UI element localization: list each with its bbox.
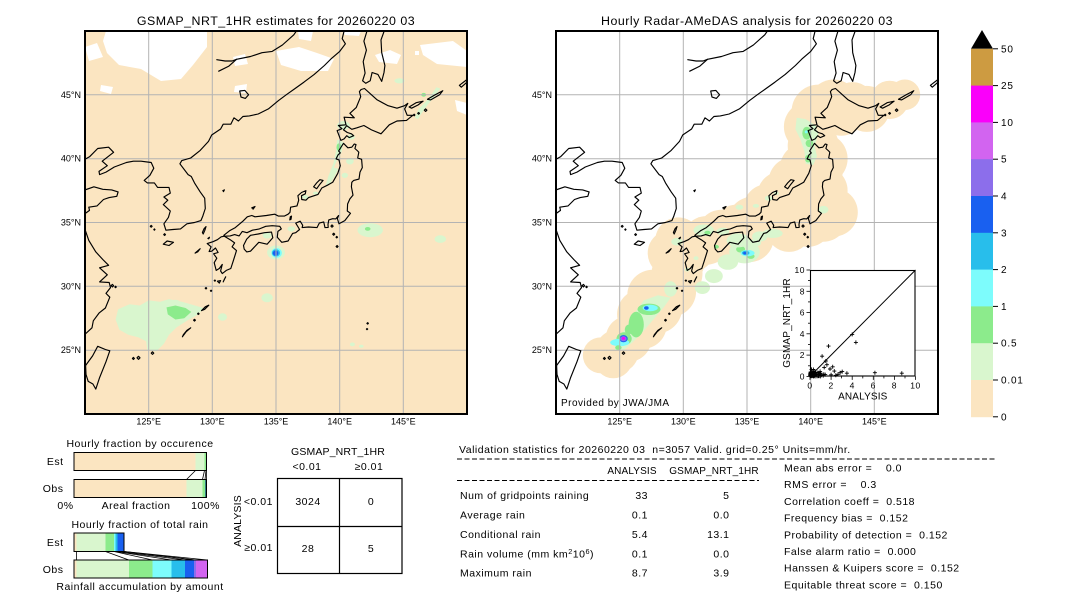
- svg-text:8: 8: [800, 286, 805, 296]
- svg-text:3.9: 3.9: [713, 568, 729, 580]
- svg-text:100%: 100%: [191, 500, 220, 512]
- svg-text:45°N: 45°N: [532, 90, 552, 100]
- svg-text:4: 4: [1001, 192, 1007, 203]
- svg-text:125°E: 125°E: [136, 417, 161, 427]
- svg-text:45°N: 45°N: [61, 90, 81, 100]
- svg-text:140°E: 140°E: [327, 417, 352, 427]
- svg-text:6: 6: [871, 380, 876, 390]
- svg-text:RMS error = 0.3: RMS error = 0.3: [784, 479, 877, 491]
- svg-text:0.0: 0.0: [713, 548, 729, 560]
- svg-text:4: 4: [850, 380, 855, 390]
- svg-text:30°N: 30°N: [61, 281, 81, 291]
- svg-text:8: 8: [892, 380, 897, 390]
- svg-text:Validation statistics for 2026: Validation statistics for 20260220 03 n=…: [459, 444, 851, 456]
- svg-text:Hourly fraction by occurence: Hourly fraction by occurence: [66, 438, 213, 450]
- svg-text:0: 0: [800, 371, 805, 381]
- svg-text:Hourly fraction of total rain: Hourly fraction of total rain: [71, 519, 208, 531]
- svg-text:0%: 0%: [57, 500, 73, 512]
- svg-text:25: 25: [1001, 81, 1014, 92]
- svg-text:35°N: 35°N: [61, 218, 81, 228]
- svg-text:≥0.01: ≥0.01: [244, 542, 273, 554]
- svg-text:Est: Est: [47, 456, 64, 468]
- svg-text:8.7: 8.7: [632, 568, 648, 580]
- svg-text:GSMAP_NRT_1HR estimates for 20: GSMAP_NRT_1HR estimates for 20260220 03: [137, 14, 415, 28]
- svg-text:33: 33: [635, 490, 648, 502]
- svg-text:5: 5: [723, 490, 729, 502]
- svg-text:3: 3: [1001, 228, 1007, 239]
- svg-text:10: 10: [795, 265, 805, 275]
- svg-text:Frequency bias = 0.152: Frequency bias = 0.152: [784, 513, 908, 525]
- svg-text:Num of gridpoints raining: Num of gridpoints raining: [460, 490, 589, 502]
- svg-text:0: 0: [807, 380, 812, 390]
- svg-text:0.1: 0.1: [632, 548, 648, 560]
- svg-text:Obs: Obs: [43, 483, 64, 495]
- svg-text:GSMAP_NRT_1HR: GSMAP_NRT_1HR: [782, 278, 793, 368]
- svg-text:5: 5: [368, 543, 374, 555]
- svg-text:0.5: 0.5: [1001, 339, 1017, 350]
- svg-text:2: 2: [828, 380, 833, 390]
- svg-text:<0.01: <0.01: [244, 496, 273, 508]
- svg-text:35°N: 35°N: [532, 218, 552, 228]
- svg-text:140°E: 140°E: [798, 417, 823, 427]
- svg-text:145°E: 145°E: [391, 417, 416, 427]
- svg-text:40°N: 40°N: [61, 154, 81, 164]
- svg-text:145°E: 145°E: [862, 417, 887, 427]
- svg-text:GSMAP_NRT_1HR: GSMAP_NRT_1HR: [669, 466, 759, 477]
- svg-text:Mean abs error = 0.0: Mean abs error = 0.0: [784, 463, 902, 475]
- svg-text:Rain volume (mm km2106): Rain volume (mm km2106): [460, 547, 594, 561]
- svg-text:0.1: 0.1: [632, 509, 648, 521]
- svg-text:2: 2: [800, 350, 805, 360]
- svg-text:4: 4: [800, 329, 805, 339]
- svg-text:135°E: 135°E: [264, 417, 289, 427]
- svg-text:ANALYSIS: ANALYSIS: [607, 466, 657, 477]
- svg-text:130°E: 130°E: [671, 417, 696, 427]
- svg-text:40°N: 40°N: [532, 154, 552, 164]
- svg-text:Rainfall accumulation by amoun: Rainfall accumulation by amount: [56, 581, 223, 593]
- svg-text:Provided by JWA/JMA: Provided by JWA/JMA: [561, 398, 670, 409]
- svg-text:Correlation coeff = 0.518: Correlation coeff = 0.518: [784, 496, 915, 508]
- svg-text:10: 10: [1001, 118, 1014, 129]
- svg-text:Conditional rain: Conditional rain: [460, 529, 541, 541]
- svg-text:3024: 3024: [295, 496, 320, 508]
- svg-text:ANALYSIS: ANALYSIS: [232, 495, 244, 547]
- svg-text:0: 0: [1001, 412, 1007, 423]
- svg-text:<0.01: <0.01: [292, 461, 321, 473]
- svg-text:Equitable threat score = 0.15: Equitable threat score = 0.150: [784, 579, 943, 591]
- svg-text:130°E: 130°E: [200, 417, 225, 427]
- svg-text:Areal fraction: Areal fraction: [102, 500, 171, 512]
- svg-text:Est: Est: [47, 537, 64, 549]
- svg-text:False alarm ratio = 0.000: False alarm ratio = 0.000: [784, 546, 916, 558]
- svg-text:≥0.01: ≥0.01: [355, 461, 384, 473]
- svg-text:Probability of detection = 0.: Probability of detection = 0.152: [784, 529, 948, 541]
- svg-text:0.0: 0.0: [713, 509, 729, 521]
- svg-text:5.4: 5.4: [632, 529, 648, 541]
- svg-text:6: 6: [800, 308, 805, 318]
- svg-text:1: 1: [1001, 302, 1007, 313]
- svg-text:25°N: 25°N: [61, 345, 81, 355]
- svg-text:Average rain: Average rain: [460, 509, 525, 521]
- svg-text:125°E: 125°E: [607, 417, 632, 427]
- svg-text:28: 28: [302, 543, 315, 555]
- svg-text:0.01: 0.01: [1001, 376, 1024, 387]
- svg-text:Hourly Radar-AMeDAS analysis f: Hourly Radar-AMeDAS analysis for 2026022…: [601, 14, 893, 28]
- svg-text:Maximum rain: Maximum rain: [460, 568, 532, 580]
- svg-text:30°N: 30°N: [532, 281, 552, 291]
- svg-text:50: 50: [1001, 44, 1014, 55]
- svg-text:10: 10: [910, 380, 920, 390]
- svg-text:5: 5: [1001, 155, 1007, 166]
- svg-text:Obs: Obs: [43, 564, 64, 576]
- svg-text:0: 0: [368, 496, 374, 508]
- svg-text:2: 2: [1001, 265, 1007, 276]
- svg-text:ANALYSIS: ANALYSIS: [838, 392, 888, 403]
- svg-text:13.1: 13.1: [707, 529, 729, 541]
- svg-text:25°N: 25°N: [532, 345, 552, 355]
- svg-text:GSMAP_NRT_1HR: GSMAP_NRT_1HR: [291, 446, 385, 458]
- svg-text:135°E: 135°E: [735, 417, 760, 427]
- svg-text:Hanssen & Kuipers score = 0.1: Hanssen & Kuipers score = 0.152: [784, 563, 960, 575]
